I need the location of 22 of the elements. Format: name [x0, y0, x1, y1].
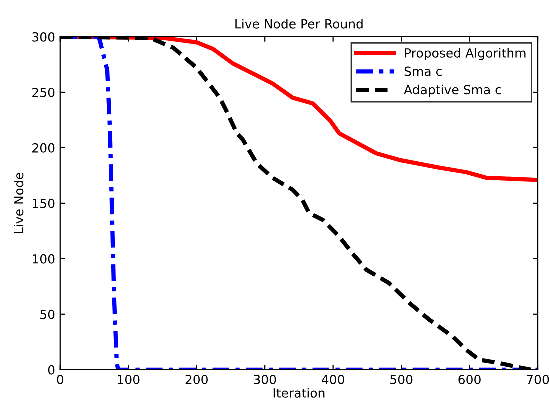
x-tick-label: 400: [322, 374, 344, 384]
legend-label: Adaptive Sma c: [404, 84, 502, 98]
y-tick-label: 300: [32, 32, 55, 42]
x-tick-label: 700: [527, 374, 549, 384]
x-tick-label: 500: [390, 374, 413, 384]
y-tick-label: 100: [33, 254, 55, 264]
chart-title: Live Node Per Round: [236, 19, 363, 29]
x-tick-label: 100: [118, 374, 140, 384]
legend-label: Proposed Algorithm: [405, 48, 526, 60]
y-axis-title: Live Node: [14, 173, 24, 234]
y-tick-label: 250: [32, 88, 55, 98]
x-tick-label: 600: [458, 374, 481, 384]
y-tick-label: 150: [33, 198, 55, 208]
x-tick-label: 0: [57, 374, 64, 384]
y-tick-label: 50: [40, 310, 55, 320]
x-axis-title: Iteration: [274, 388, 325, 398]
y-tick-label: 200: [32, 143, 55, 153]
x-tick-label: 300: [254, 374, 276, 384]
y-tick-label: 0: [48, 365, 55, 375]
legend-label: Sma c: [404, 66, 442, 76]
line-series: [60, 36, 538, 370]
x-tick-label: 200: [186, 374, 208, 384]
